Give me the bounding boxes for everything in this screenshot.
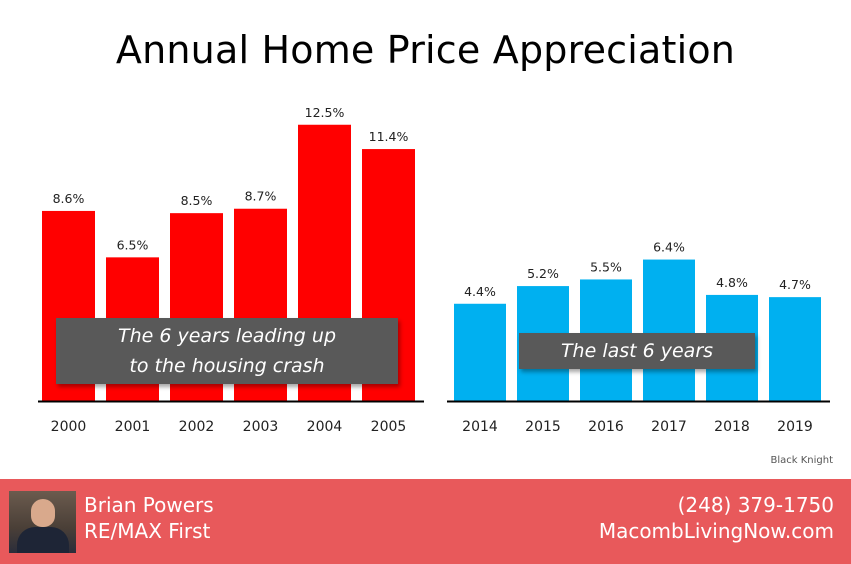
data-label-2018: 4.8% bbox=[716, 275, 748, 290]
x-tick-2017: 2017 bbox=[651, 419, 687, 435]
x-tick-2005: 2005 bbox=[371, 419, 407, 435]
bar-2019 bbox=[769, 297, 821, 401]
data-label-2017: 6.4% bbox=[653, 240, 685, 255]
x-tick-2003: 2003 bbox=[243, 419, 279, 435]
bar-2017 bbox=[643, 259, 695, 401]
x-tick-2018: 2018 bbox=[714, 419, 750, 435]
agent-photo bbox=[9, 491, 76, 553]
x-tick-2016: 2016 bbox=[588, 419, 624, 435]
agent-name: Brian Powers bbox=[84, 493, 214, 517]
data-label-2019: 4.7% bbox=[779, 277, 811, 292]
agent-footer: Brian Powers RE/MAX First (248) 379-1750… bbox=[0, 479, 851, 564]
data-label-2014: 4.4% bbox=[464, 284, 496, 299]
source-credit: Black Knight bbox=[770, 455, 833, 466]
agent-website[interactable]: MacombLivingNow.com bbox=[598, 519, 834, 543]
x-tick-2004: 2004 bbox=[307, 419, 343, 435]
data-label-2016: 5.5% bbox=[590, 259, 622, 274]
x-tick-2002: 2002 bbox=[179, 419, 215, 435]
data-label-2003: 8.7% bbox=[245, 189, 277, 204]
x-tick-2001: 2001 bbox=[115, 419, 151, 435]
annotation-line-2: to the housing crash bbox=[129, 355, 325, 377]
annotation-crash-years: The 6 years leading up to the housing cr… bbox=[56, 318, 398, 384]
annotation-line-1: The 6 years leading up bbox=[117, 325, 337, 347]
annotation-last-years: The last 6 years bbox=[519, 333, 755, 369]
data-label-2005: 11.4% bbox=[369, 129, 409, 144]
x-tick-2014: 2014 bbox=[462, 419, 498, 435]
data-label-2001: 6.5% bbox=[117, 237, 149, 252]
bar-chart: 8.6% 2000 6.5% 2001 8.5% 2002 8.7% 2003 12.5% 200… bbox=[38, 105, 830, 435]
agent-company: RE/MAX First bbox=[84, 519, 211, 543]
x-tick-2015: 2015 bbox=[525, 419, 561, 435]
chart-title: Annual Home Price Appreciation bbox=[115, 28, 736, 72]
data-label-2002: 8.5% bbox=[181, 193, 213, 208]
x-tick-2019: 2019 bbox=[777, 419, 813, 435]
data-label-2000: 8.6% bbox=[53, 191, 85, 206]
bar-2014 bbox=[454, 303, 506, 401]
agent-phone: (248) 379-1750 bbox=[677, 493, 834, 517]
data-label-2004: 12.5% bbox=[305, 105, 345, 120]
x-tick-2000: 2000 bbox=[51, 419, 87, 435]
data-label-2015: 5.2% bbox=[527, 266, 559, 281]
